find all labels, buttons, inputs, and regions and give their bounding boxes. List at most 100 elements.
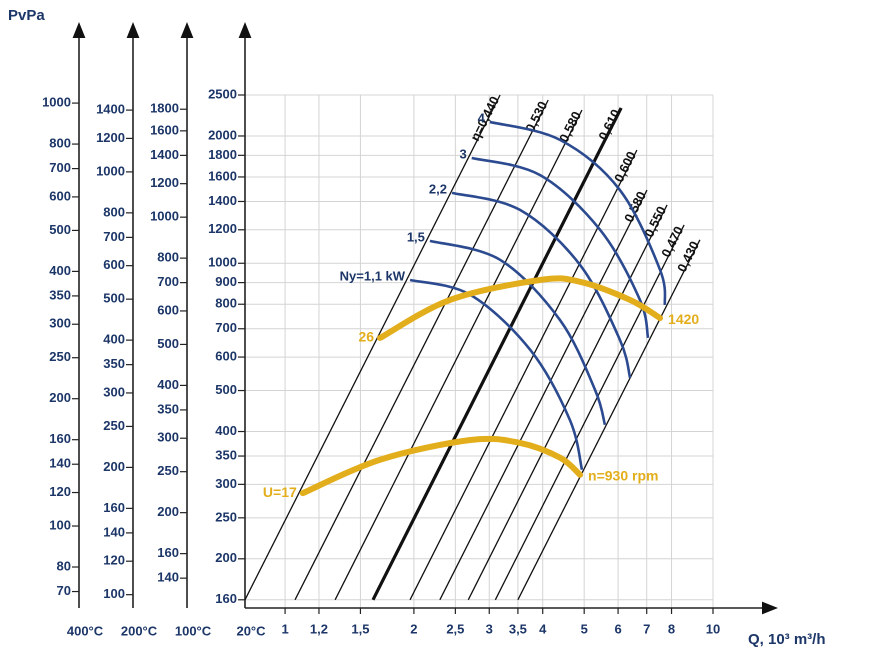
x-tick-label: 1,2 <box>310 621 328 636</box>
y-tick-label: 350 <box>103 356 125 371</box>
y-tick-label: 200 <box>157 504 179 519</box>
power-curve <box>451 191 632 379</box>
y-tick-label: 200 <box>215 550 237 565</box>
y-tick-label: 2000 <box>208 127 237 142</box>
y-tick-label: 400 <box>49 263 71 278</box>
efficiency-line <box>371 107 623 601</box>
y-tick-label: 350 <box>49 287 71 302</box>
y-tick-label: 350 <box>157 401 179 416</box>
y-tick-label: 160 <box>103 500 125 515</box>
y-tick-label: 500 <box>103 291 125 306</box>
x-tick-label: 1 <box>281 621 288 636</box>
x-tick-label: 2,5 <box>446 621 464 636</box>
speed-start-label: U=17 <box>263 484 297 500</box>
y-tick-label: 1400 <box>96 102 125 117</box>
y-tick-label: 1400 <box>150 147 179 162</box>
efficiency-line <box>439 189 648 601</box>
y-tick-label: 700 <box>49 160 71 175</box>
y-tick-label: 800 <box>215 296 237 311</box>
speed-start-label: 26 <box>358 329 374 345</box>
y-tick-label: 250 <box>157 463 179 478</box>
y-tick-label: 140 <box>103 524 125 539</box>
y-tick-label: 500 <box>157 336 179 351</box>
y-tick-label: 400 <box>103 332 125 347</box>
power-label: Ny=1,1 kW <box>340 268 406 283</box>
x-tick-label: 1,5 <box>351 621 369 636</box>
axis-temperature-label: 100°C <box>175 623 212 638</box>
y-tick-label: 140 <box>157 570 179 585</box>
y-tick-label: 900 <box>215 274 237 289</box>
power-label: 4 <box>478 110 486 125</box>
y-tick-label: 300 <box>103 384 125 399</box>
y-tick-label: 160 <box>215 591 237 606</box>
y-tick-label: 2500 <box>208 86 237 101</box>
power-curve <box>429 239 607 426</box>
axis-temperature-label: 400°C <box>67 623 104 638</box>
y-tick-label: 160 <box>157 545 179 560</box>
axis-temperature-label: 200°C <box>121 623 158 638</box>
y-tick-label: 250 <box>215 509 237 524</box>
power-curve <box>489 120 667 306</box>
efficiency-label: 0,580 <box>621 189 649 225</box>
y-tick-label: 300 <box>49 316 71 331</box>
y-tick-label: 100 <box>103 586 125 601</box>
y-tick-label: 120 <box>103 553 125 568</box>
y-tick-label: 80 <box>57 558 71 573</box>
speed-end-label: n=930 rpm <box>588 468 658 484</box>
y-tick-label: 250 <box>49 349 71 364</box>
y-tick-label: 600 <box>157 302 179 317</box>
y-tick-label: 1600 <box>150 122 179 137</box>
efficiency-line <box>467 204 668 601</box>
y-tick-label: 350 <box>215 447 237 462</box>
y-tick-label: 700 <box>215 320 237 335</box>
x-axis-title: Q, 10³ m³/h <box>748 631 826 648</box>
efficiency-line <box>517 239 701 601</box>
efficiency-line <box>294 99 549 601</box>
y-tick-label: 700 <box>103 229 125 244</box>
x-tick-label: 10 <box>706 621 720 636</box>
efficiency-line <box>334 109 583 601</box>
efficiency-line <box>409 149 638 601</box>
y-tick-label: 1600 <box>208 168 237 183</box>
axis-temperature-label: 20°C <box>236 623 266 638</box>
y-tick-label: 1800 <box>208 147 237 162</box>
y-tick-label: 1000 <box>208 255 237 270</box>
efficiency-line <box>244 94 501 601</box>
y-tick-label: 1000 <box>150 209 179 224</box>
power-label: 1,5 <box>407 229 425 244</box>
power-label: 3 <box>459 146 466 161</box>
y-tick-label: 700 <box>157 274 179 289</box>
y-tick-label: 800 <box>49 136 71 151</box>
y-tick-label: 120 <box>49 484 71 499</box>
y-tick-label: 400 <box>157 377 179 392</box>
x-tick-label: 2 <box>410 621 417 636</box>
y-tick-label: 300 <box>215 476 237 491</box>
y-tick-label: 200 <box>103 459 125 474</box>
x-tick-label: 6 <box>614 621 621 636</box>
y-tick-label: 250 <box>103 418 125 433</box>
y-tick-label: 500 <box>215 382 237 397</box>
y-tick-label: 800 <box>157 250 179 265</box>
x-tick-label: 3,5 <box>509 621 527 636</box>
y-tick-label: 600 <box>49 188 71 203</box>
y-tick-label: 70 <box>57 583 71 598</box>
x-tick-label: 4 <box>539 621 547 636</box>
x-tick-label: 5 <box>581 621 588 636</box>
y-tick-label: 800 <box>103 204 125 219</box>
y-tick-label: 160 <box>49 431 71 446</box>
speed-end-label: 1420 <box>668 311 699 327</box>
speed-curve <box>377 275 664 341</box>
x-tick-label: 8 <box>668 621 675 636</box>
x-tick-label: 7 <box>643 621 650 636</box>
efficiency-line <box>494 224 685 601</box>
y-tick-label: 200 <box>49 390 71 405</box>
y-axis-title: PvPa <box>8 7 45 24</box>
power-curve <box>409 278 584 470</box>
y-tick-label: 140 <box>49 456 71 471</box>
y-tick-label: 300 <box>157 430 179 445</box>
efficiency-label: 0,600 <box>611 149 639 185</box>
speed-curve <box>299 435 584 497</box>
y-tick-label: 1000 <box>42 95 71 110</box>
y-tick-label: 1000 <box>96 163 125 178</box>
grid <box>245 94 714 608</box>
